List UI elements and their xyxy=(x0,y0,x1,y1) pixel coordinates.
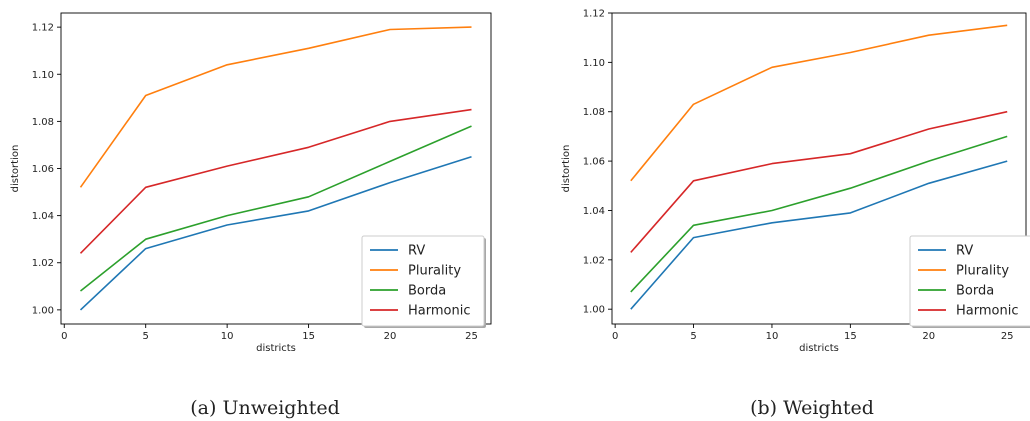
x-tick-label: 25 xyxy=(465,331,478,342)
legend-label-harmonic: Harmonic xyxy=(408,304,470,319)
plot-frame xyxy=(611,12,1027,325)
y-tick-label: 1.12 xyxy=(32,23,54,34)
subfigure-caption: (b) Weighted xyxy=(750,397,874,419)
x-tick-label: 5 xyxy=(143,331,149,342)
legend-label-rv: RV xyxy=(956,244,973,259)
y-axis-label: distortion xyxy=(561,145,572,193)
y-tick-label: 1.08 xyxy=(32,117,54,128)
y-tick-label: 1.02 xyxy=(32,258,54,269)
legend-label-borda: Borda xyxy=(956,284,994,299)
series-line-plurality xyxy=(79,26,472,188)
series-line-rv xyxy=(79,155,472,311)
legend-label-borda: Borda xyxy=(408,284,446,299)
x-tick-label: 15 xyxy=(302,331,315,342)
y-axis-label: distortion xyxy=(10,145,21,193)
x-tick-label: 0 xyxy=(61,331,67,342)
legend-label-plurality: Plurality xyxy=(408,264,461,279)
x-tick-label: 10 xyxy=(221,331,234,342)
legend-box xyxy=(909,235,1030,327)
series-line-harmonic xyxy=(79,108,472,254)
chart-panel-2: 0 5 10 15 20 25 1.00 1.02 1.04 1.06 1.08 1.10 1.12 di… xyxy=(561,9,1030,419)
y-tick-label: 1.06 xyxy=(583,157,605,168)
subfigure-caption: (a) Unweighted xyxy=(190,397,339,419)
legend-label-harmonic: Harmonic xyxy=(956,304,1018,319)
legend-box xyxy=(361,235,485,327)
x-tick-label: 5 xyxy=(690,331,696,342)
series-line-borda xyxy=(630,135,1008,293)
y-tick-label: 1.08 xyxy=(583,107,605,118)
y-tick-label: 1.10 xyxy=(583,58,605,69)
x-tick-label: 15 xyxy=(844,331,857,342)
x-tick-label: 10 xyxy=(766,331,779,342)
x-axis-label: districts xyxy=(256,343,296,354)
series-line-harmonic xyxy=(630,110,1008,253)
y-tick-label: 1.04 xyxy=(32,211,54,222)
y-tick-label: 1.00 xyxy=(32,305,54,316)
y-tick-label: 1.10 xyxy=(32,70,54,81)
y-tick-label: 1.06 xyxy=(32,164,54,175)
legend: RV Plurality Borda Harmonic xyxy=(361,235,486,328)
legend-label-plurality: Plurality xyxy=(956,264,1009,279)
chart-panel-1: 0 5 10 15 20 25 1.00 1.02 1.04 1.06 1.08 1.10 1.12 di… xyxy=(10,12,492,419)
y-tick-label: 1.02 xyxy=(583,255,605,266)
x-tick-label: 20 xyxy=(922,331,935,342)
x-axis-label: districts xyxy=(799,343,839,354)
legend-label-rv: RV xyxy=(408,244,425,259)
series-line-borda xyxy=(80,125,472,292)
y-tick-label: 1.04 xyxy=(583,206,605,217)
y-tick-label: 1.00 xyxy=(583,305,605,316)
series-line-plurality xyxy=(630,24,1008,182)
series-line-rv xyxy=(630,160,1008,310)
x-tick-label: 0 xyxy=(612,331,618,342)
x-tick-label: 20 xyxy=(384,331,397,342)
legend: RV Plurality Borda Harmonic xyxy=(909,235,1030,328)
y-tick-label: 1.12 xyxy=(583,9,605,20)
x-tick-label: 25 xyxy=(1001,331,1014,342)
